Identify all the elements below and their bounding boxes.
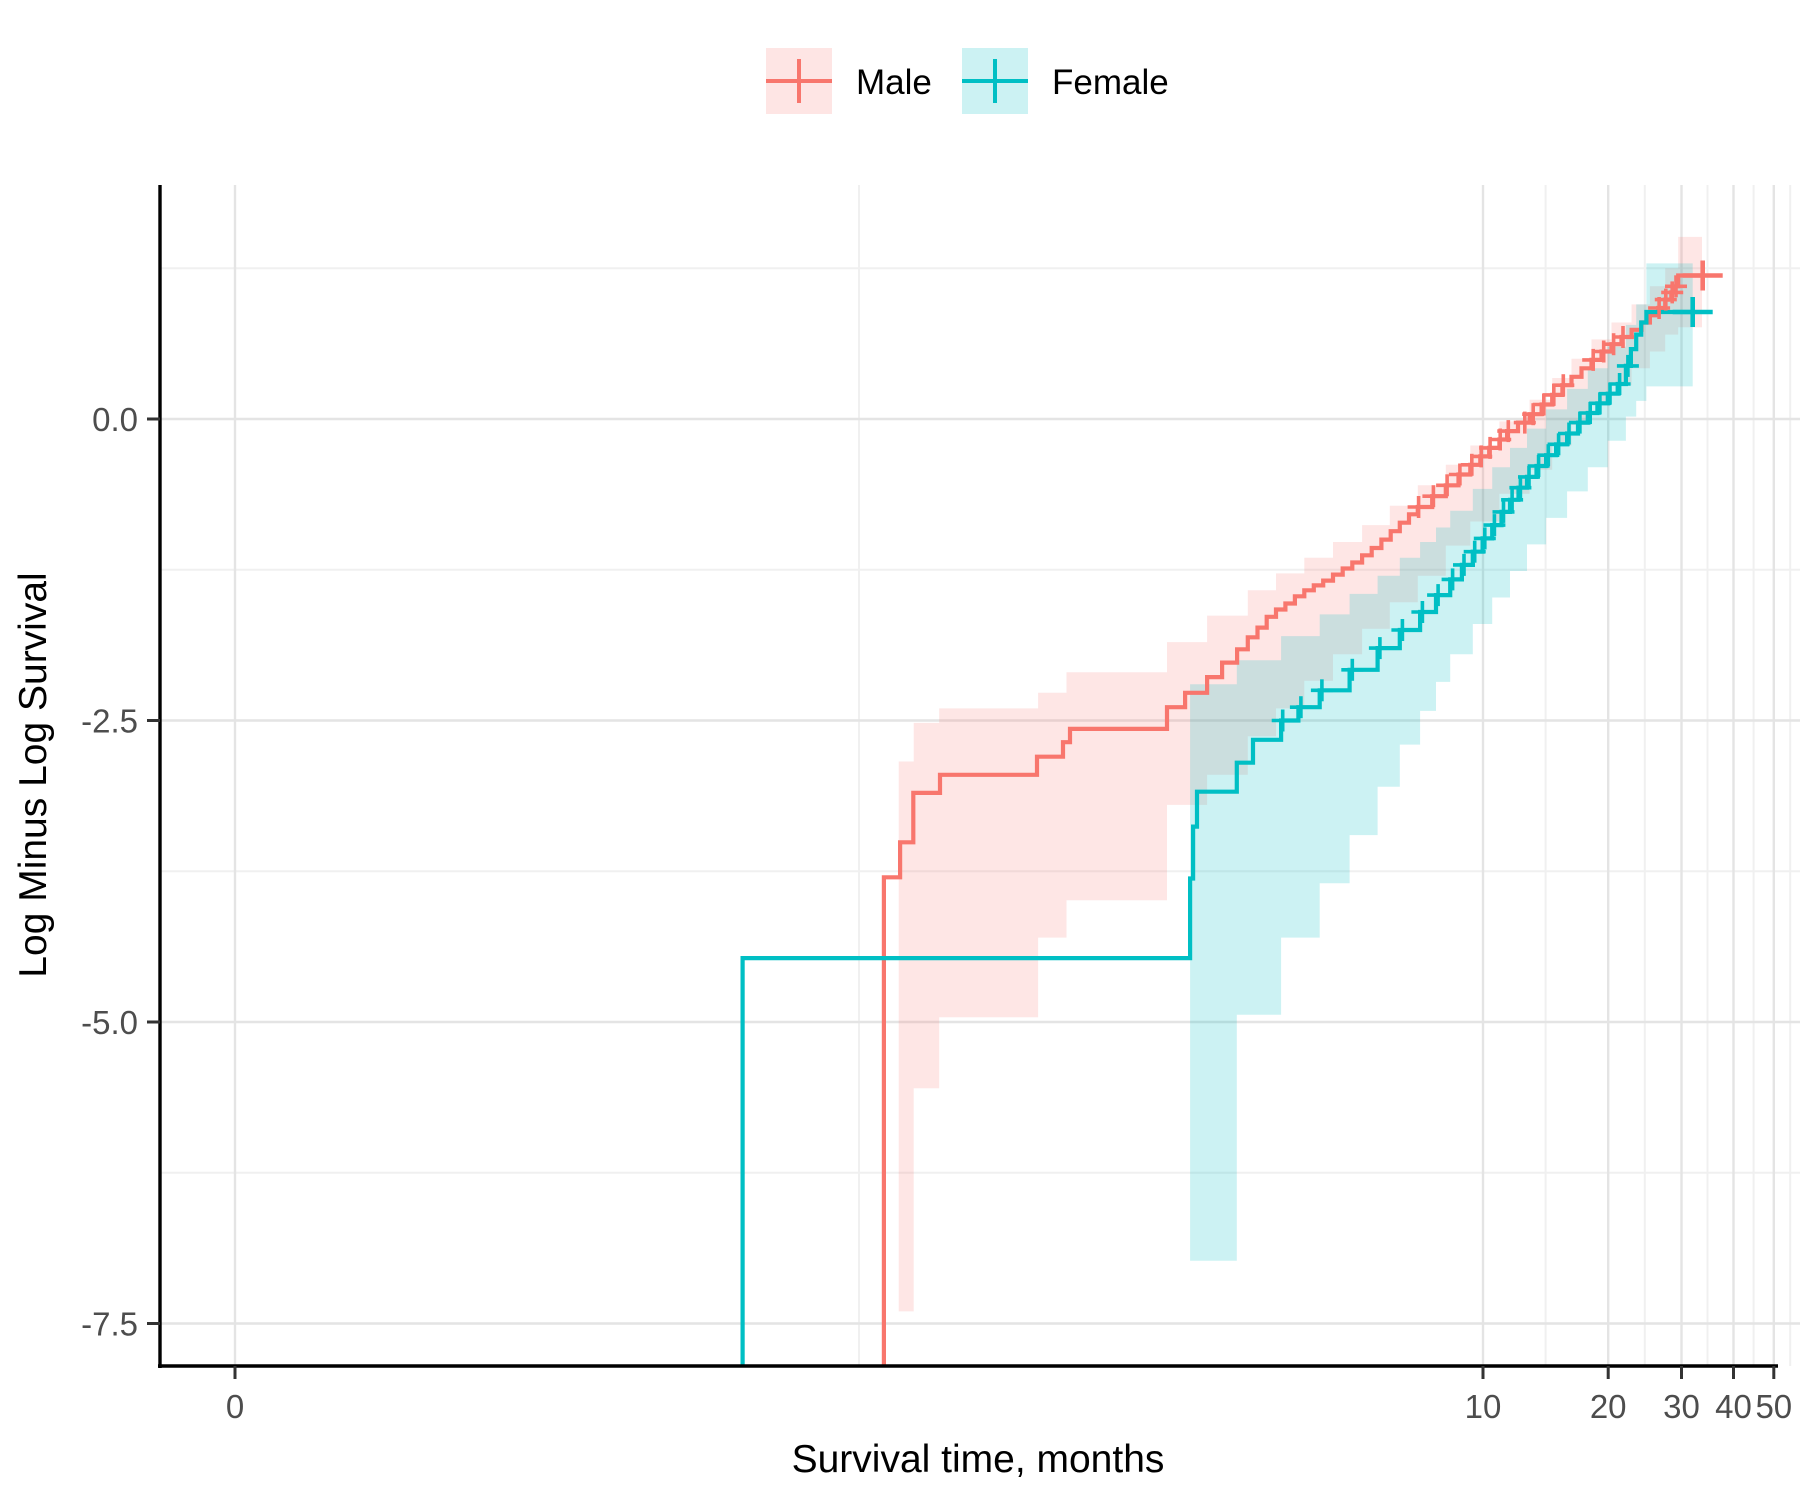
y-tick-label: -5.0 <box>81 1004 138 1041</box>
x-tick-label: 40 <box>1715 1388 1752 1425</box>
y-tick-label: -7.5 <box>81 1306 138 1343</box>
y-tick-label: 0.0 <box>92 401 138 438</box>
censor-marks <box>1271 260 1723 732</box>
legend-label-male: Male <box>856 63 932 102</box>
axes: 0 10 20 30 40 50 0.0 -2.5 -5.0 -7.5 <box>81 185 1792 1425</box>
x-tick-label: 10 <box>1465 1388 1502 1425</box>
female-confidence-ribbon <box>1190 263 1693 1261</box>
male-survival-curve <box>881 273 1703 1366</box>
plot-panel <box>160 185 1800 1366</box>
major-gridlines <box>160 185 1800 1366</box>
legend: Male Female <box>766 48 1169 114</box>
legend-label-female: Female <box>1052 63 1169 102</box>
x-tick-label: 20 <box>1590 1388 1627 1425</box>
x-axis-title: Survival time, months <box>792 1438 1165 1481</box>
x-tick-label: 0 <box>226 1388 244 1425</box>
minor-gridlines <box>160 185 1800 1366</box>
x-tick-label: 30 <box>1663 1388 1700 1425</box>
x-tick-label: 50 <box>1755 1388 1792 1425</box>
y-axis-title: Log Minus Log Survival <box>12 572 55 977</box>
y-tick-label: -2.5 <box>81 703 138 740</box>
